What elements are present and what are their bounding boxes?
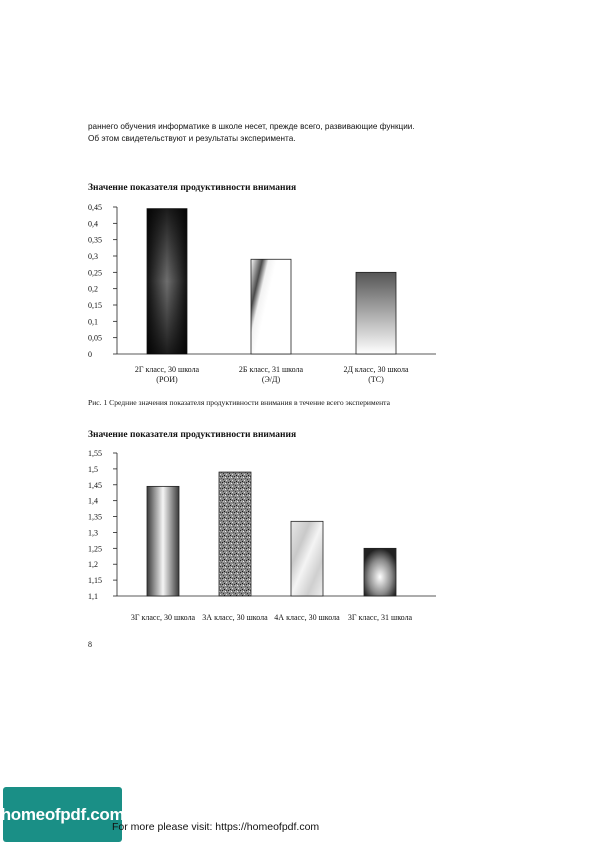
- c1-y-tick-label: 0,4: [88, 219, 98, 228]
- c1-y-tick-label: 0,2: [88, 285, 98, 294]
- chart2-attention-productivity: 1,1 1,15 1,2 1,25 1,3 1,35 1,4 1,45 1,5 1,55 3Г к…: [88, 449, 436, 622]
- c1-bar-3: [355, 271, 397, 355]
- c2-bar-3: [290, 520, 324, 597]
- c2-bar-4: [363, 547, 397, 597]
- c1-category-label: 2Г класс, 30 школа: [135, 365, 200, 374]
- c1-bar-1-shade: [147, 208, 187, 354]
- c1-y-tick-label: 0: [88, 350, 92, 359]
- c1-category-label: (РОИ): [156, 375, 178, 384]
- intro-line-2: Об этом свидетельствуют и результаты экс…: [88, 134, 296, 143]
- c1-category-label: (Э/Д): [262, 375, 281, 384]
- c2-category-label: 3Г класс, 30 школа: [131, 613, 196, 622]
- c1-category-label: 2Д класс, 30 школа: [343, 365, 409, 374]
- c2-y-tick-label: 1,1: [88, 592, 98, 601]
- footer-link-text[interactable]: For more please visit: https://homeofpdf…: [112, 821, 320, 833]
- chart2-title: Значение показателя продуктивности внима…: [88, 430, 297, 440]
- c2-y-tick-label: 1,35: [88, 513, 102, 522]
- c2-bar-1: [146, 485, 180, 597]
- figure-caption: Рис. 1 Средние значения показателя проду…: [88, 398, 390, 407]
- logo-text: homeofpdf.com: [0, 804, 125, 824]
- c2-category-label: 3А класс, 30 школа: [202, 613, 268, 622]
- page-number: 8: [88, 640, 92, 649]
- c2-y-tick-label: 1,55: [88, 449, 102, 458]
- c1-y-tick-label: 0,1: [88, 317, 98, 326]
- c1-y-tick-label: 0,45: [88, 203, 102, 212]
- c2-y-tick-label: 1,2: [88, 560, 98, 569]
- c1-category-label: (ТС): [368, 375, 384, 384]
- c1-y-tick-label: 0,15: [88, 301, 102, 310]
- c1-y-tick-label: 0,35: [88, 236, 102, 245]
- c2-category-label: 4А класс, 30 школа: [274, 613, 340, 622]
- intro-line-1: раннего обучения информатике в школе нес…: [88, 122, 415, 131]
- c2-y-tick-label: 1,4: [88, 497, 98, 506]
- c2-category-label: 3Г класс, 31 школа: [348, 613, 413, 622]
- c2-y-tick-label: 1,45: [88, 481, 102, 490]
- c2-bar-2: [218, 471, 252, 597]
- c2-y-tick-label: 1,15: [88, 576, 102, 585]
- c2-y-tick-label: 1,3: [88, 528, 98, 537]
- c1-y-tick-label: 0,25: [88, 268, 102, 277]
- intro-text: раннего обучения информатике в школе нес…: [88, 121, 558, 145]
- c2-y-tick-label: 1,25: [88, 544, 102, 553]
- c1-y-tick-label: 0,3: [88, 252, 98, 261]
- c1-y-tick-label: 0,05: [88, 334, 102, 343]
- homeofpdf-logo: homeofpdf.com: [0, 787, 125, 842]
- chart1-attention-productivity: 0 0,05 0,1 0,15 0,2 0,25 0,3 0,35 0,4 0,45 2Г кла…: [88, 203, 436, 384]
- chart1-title: Значение показателя продуктивности внима…: [88, 183, 297, 193]
- c1-category-label: 2Б класс, 31 школа: [239, 365, 304, 374]
- c1-bar-2: [250, 258, 292, 355]
- c2-y-tick-label: 1,5: [88, 465, 98, 474]
